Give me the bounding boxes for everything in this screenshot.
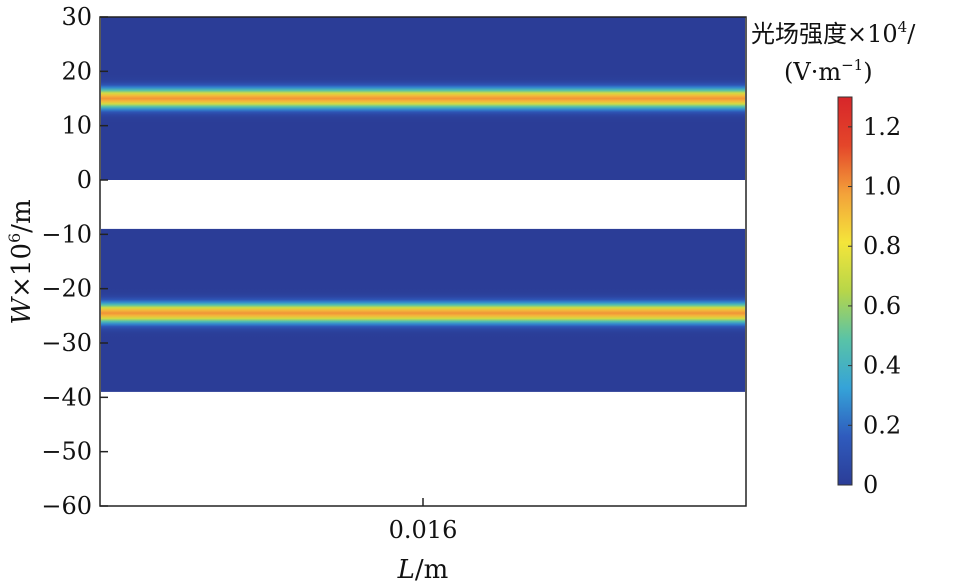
y-tick-label: −30 bbox=[41, 329, 92, 357]
colorbar-tick-label: 0 bbox=[863, 471, 878, 499]
colorbar-title-line2: (V·m−1) bbox=[784, 56, 873, 86]
y-tick-label: 30 bbox=[61, 3, 92, 31]
y-tick-label: −50 bbox=[41, 438, 92, 466]
y-axis-label: W×106/m bbox=[5, 199, 37, 324]
heatmap-region bbox=[101, 228, 745, 392]
x-axis-label: L/m bbox=[397, 555, 449, 583]
heatmap-regions bbox=[101, 17, 745, 392]
y-tick-label: −20 bbox=[41, 275, 92, 303]
colorbar-gradient bbox=[837, 96, 853, 486]
y-axis: 30 20 10 0 −10 −20 −30 −40 −50 −60 bbox=[41, 3, 108, 520]
colorbar-tick-label: 0.2 bbox=[863, 411, 901, 439]
y-tick-label: 10 bbox=[61, 112, 92, 140]
y-tick-label: −40 bbox=[41, 383, 92, 411]
y-tick-label: −60 bbox=[41, 492, 92, 520]
y-tick-label: 0 bbox=[77, 166, 92, 194]
colorbar-tick-label: 1.2 bbox=[863, 113, 901, 141]
y-tick-label: 20 bbox=[61, 57, 92, 85]
heatmap-region bbox=[101, 17, 745, 180]
colorbar-ticks: 0 0.2 0.4 0.6 0.8 1.0 1.2 bbox=[848, 113, 901, 499]
colorbar-tick-label: 0.8 bbox=[863, 232, 901, 260]
x-axis: 0.016 bbox=[389, 498, 458, 544]
y-tick-label: −10 bbox=[41, 220, 92, 248]
x-tick-label: 0.016 bbox=[389, 516, 458, 544]
colorbar-tick-label: 0.6 bbox=[863, 292, 901, 320]
colorbar-tick-label: 1.0 bbox=[863, 173, 901, 201]
colorbar: 光场强度×104/ (V·m−1) 0 0.2 0.4 0.6 0.8 1.0 1.2 bbox=[751, 18, 916, 499]
colorbar-tick-label: 0.4 bbox=[863, 352, 901, 380]
colorbar-title-line1: 光场强度×104/ bbox=[751, 18, 916, 48]
